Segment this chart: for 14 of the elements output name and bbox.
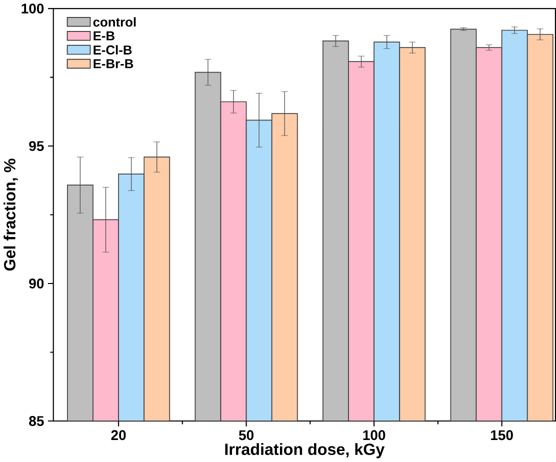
legend-label: E-B <box>94 31 114 40</box>
x-tick-label: 150 <box>491 430 513 440</box>
y-tick-label: 100 <box>22 4 44 14</box>
legend-label: E-Br-B <box>94 59 134 68</box>
y-tick-label: 90 <box>29 278 44 289</box>
x-tick-label: 100 <box>363 430 386 440</box>
x-tick-label: 20 <box>111 430 126 440</box>
y-tick-label: 85 <box>29 416 44 426</box>
legend-label: control <box>93 17 136 27</box>
legend-label: E-Cl-B <box>94 45 132 55</box>
y-axis-title: Gel fraction, % <box>4 158 18 271</box>
x-axis-title: Irradiation dose, kGy <box>225 443 385 458</box>
y-tick-label: 95 <box>29 141 44 152</box>
x-tick-label: 50 <box>238 430 254 440</box>
